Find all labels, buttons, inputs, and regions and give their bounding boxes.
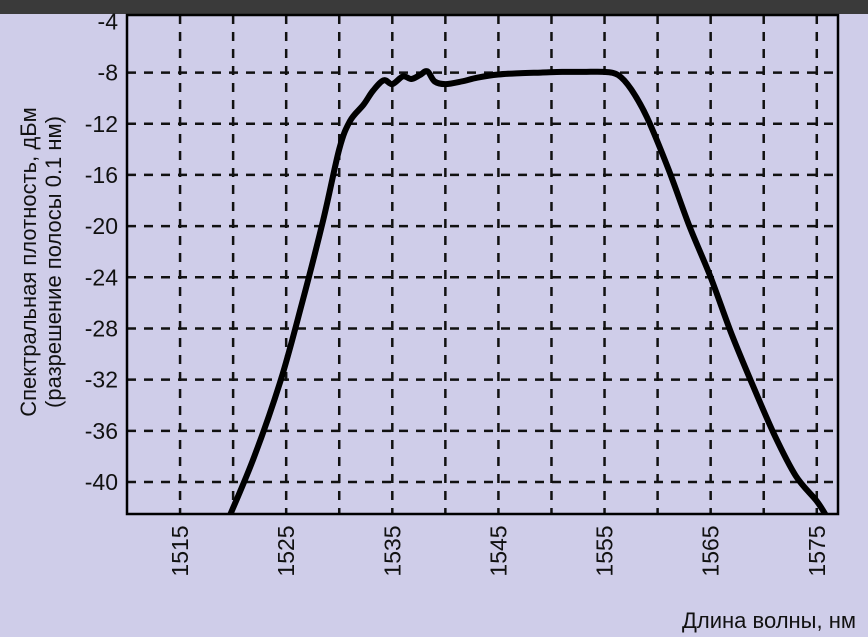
y-tick-label: -40 <box>85 469 118 495</box>
tick-layer: -4 -8 -12 -16 -20 -24 -28 -32 -36 -40 1515 1525 1535… <box>85 8 830 576</box>
x-tick-label: 1535 <box>379 525 405 576</box>
grid-layer <box>127 15 838 514</box>
y-tick-label: -8 <box>98 60 118 86</box>
x-tick-label: 1565 <box>698 525 724 576</box>
x-tick-label: 1545 <box>485 525 511 576</box>
x-axis-title: Длина волны, нм <box>682 608 856 633</box>
y-tick-label: -12 <box>85 111 118 137</box>
x-tick-label: 1515 <box>167 525 193 576</box>
y-axis-title-line2: (разрешение полосы 0.1 нм) <box>41 116 66 408</box>
y-tick-label: -20 <box>85 213 118 239</box>
top-frame-bar <box>0 0 868 14</box>
y-axis-title-line1: Спектральная плотность, дБм <box>16 107 41 417</box>
spectrum-series-line <box>227 68 829 514</box>
y-tick-label: -28 <box>85 315 118 341</box>
plot-frame <box>125 13 840 516</box>
series-layer <box>227 68 829 514</box>
x-tick-label: 1525 <box>273 525 299 576</box>
y-tick-label: -36 <box>85 418 118 444</box>
x-tick-label: 1555 <box>592 525 618 576</box>
y-tick-label: -24 <box>85 264 118 290</box>
x-tick-label: 1575 <box>804 525 830 576</box>
y-tick-label: -4 <box>98 8 119 34</box>
y-tick-label: -32 <box>85 367 118 393</box>
y-tick-label: -16 <box>85 162 118 188</box>
